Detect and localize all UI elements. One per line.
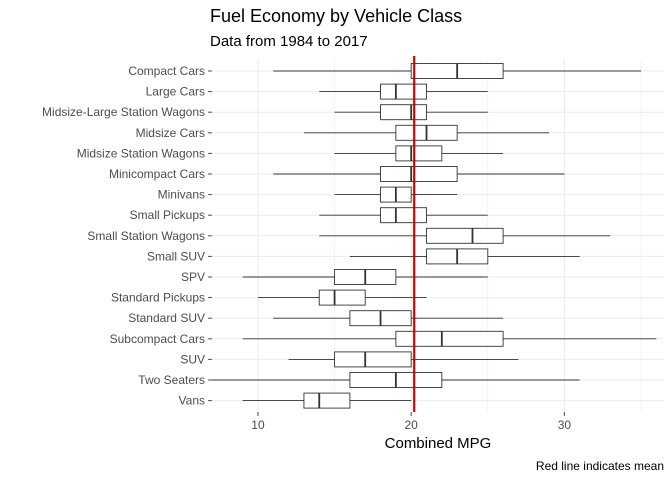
y-tick-label: Midsize-Large Station Wagons	[42, 105, 205, 119]
y-tick-label: Midsize Station Wagons	[77, 146, 205, 160]
box-iqr	[380, 166, 458, 182]
y-tick-label: Midsize Cars	[136, 126, 205, 140]
y-tick-label: Vans	[179, 394, 205, 408]
chart-caption: Red line indicates mean	[535, 459, 664, 473]
x-axis-title: Combined MPG	[385, 435, 492, 452]
y-tick-label: Compact Cars	[128, 64, 205, 78]
y-tick-label: Standard Pickups	[111, 291, 205, 305]
y-tick-label: Standard SUV	[128, 311, 205, 325]
y-tick-label: Subcompact Cars	[110, 332, 205, 346]
chart-subtitle: Data from 1984 to 2017	[210, 33, 368, 50]
y-tick-label: Small Pickups	[130, 208, 205, 222]
y-tick-label: SPV	[181, 270, 205, 284]
box-iqr	[426, 227, 504, 244]
y-tick-label: Small SUV	[147, 249, 205, 263]
chart-title: Fuel Economy by Vehicle Class	[210, 6, 463, 26]
box-iqr	[318, 289, 366, 306]
box-iqr	[380, 104, 427, 121]
box-iqr	[380, 83, 427, 100]
y-tick-label: Minivans	[158, 188, 205, 202]
box-iqr	[303, 392, 351, 409]
y-tick-label: Large Cars	[146, 85, 205, 99]
box-iqr	[395, 330, 504, 347]
y-tick-label: Two Seaters	[138, 373, 205, 387]
y-tick-label: Minicompact Cars	[109, 167, 205, 181]
box-iqr	[380, 207, 427, 224]
x-tick-label: 10	[251, 418, 265, 432]
x-tick-label: 20	[405, 418, 419, 432]
box-iqr	[334, 351, 412, 368]
x-tick-label: 30	[558, 418, 572, 432]
y-tick-label: SUV	[180, 352, 205, 366]
box-iqr	[395, 145, 443, 162]
y-tick-label: Small Station Wagons	[87, 229, 205, 243]
